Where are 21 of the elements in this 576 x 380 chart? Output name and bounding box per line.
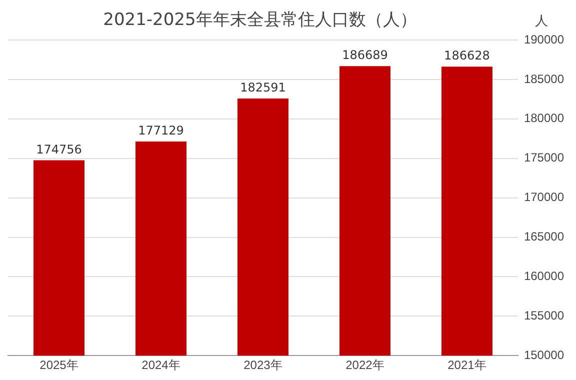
y-tick-label: 165000 [524, 230, 564, 244]
data-label: 186689 [342, 48, 388, 62]
data-label: 174756 [36, 142, 82, 156]
y-tick-label: 150000 [524, 348, 564, 362]
y-tick-label: 185000 [524, 72, 564, 86]
data-label: 186628 [444, 48, 490, 63]
y-tick-label: 190000 [524, 32, 564, 46]
data-label: 182591 [240, 80, 286, 95]
y-axis-title: 人 [535, 13, 548, 30]
x-tick-label: 2022年 [346, 358, 384, 372]
y-tick-label: 160000 [524, 269, 564, 284]
y-tick-label: 155000 [524, 308, 564, 322]
chart-title: 2021-2025年年末全县常住人口数（人） [102, 9, 418, 31]
data-label: 177129 [138, 124, 184, 138]
x-tick-label: 2023年 [244, 358, 282, 372]
x-tick-label: 2021年 [448, 358, 486, 372]
x-tick-label: 2025年 [40, 358, 78, 372]
y-tick-label: 175000 [524, 150, 564, 165]
y-tick-label: 170000 [524, 190, 564, 204]
x-tick-label: 2024年 [142, 358, 180, 372]
y-tick-label: 180000 [524, 111, 564, 126]
